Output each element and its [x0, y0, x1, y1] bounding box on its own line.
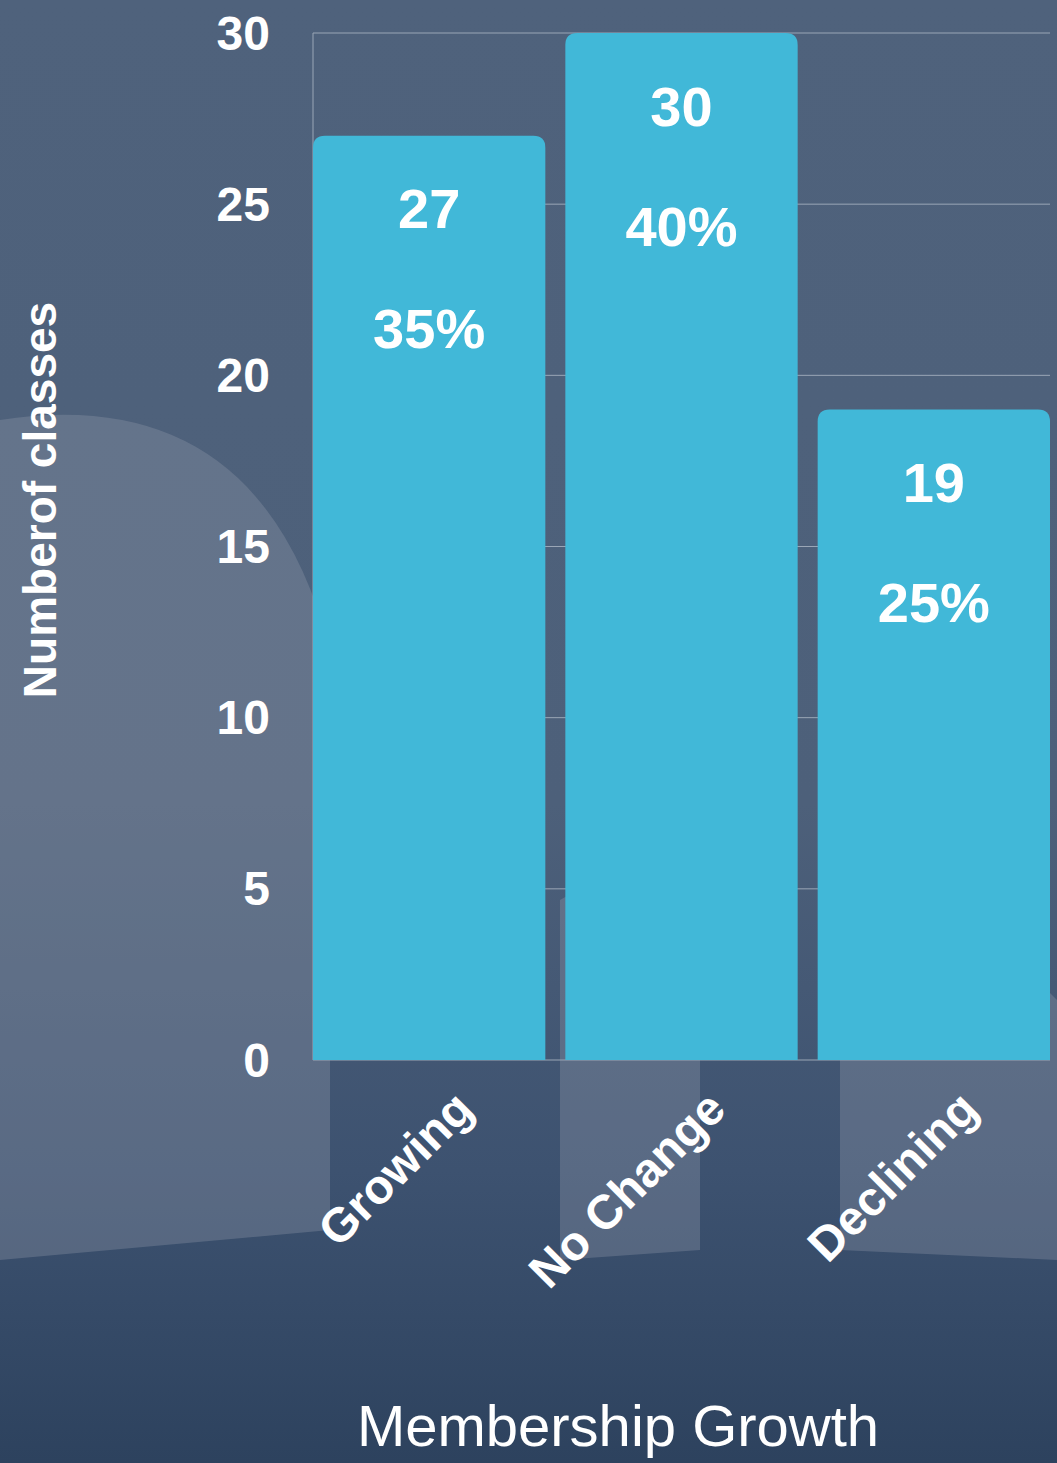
data-label: 27 [398, 177, 460, 240]
grid [313, 33, 1050, 1060]
y-tick-labels: 0 5 10 15 20 25 30 [217, 7, 270, 1087]
data-label: 19 [903, 451, 965, 514]
y-tick-label: 30 [217, 7, 270, 60]
y-tick-label: 0 [243, 1034, 270, 1087]
data-label: 30 [650, 75, 712, 138]
share-label: 35% [373, 297, 485, 360]
y-tick-label: 25 [217, 178, 270, 231]
x-tick-label: Declining [797, 1081, 987, 1271]
bar [565, 33, 797, 1060]
x-tick-label: No Change [519, 1081, 736, 1298]
y-axis-title: Numberof classes [14, 302, 66, 698]
x-axis-title: Membership Growth [357, 1393, 879, 1458]
y-tick-label: 20 [217, 349, 270, 402]
bar [818, 410, 1050, 1060]
y-tick-label: 10 [217, 691, 270, 744]
x-tick-labels: GrowingNo Change Declining [308, 1081, 988, 1298]
chart: 0 5 10 15 20 25 30 27 35% 30 40% 19 25% GrowingNo Cha… [0, 0, 1057, 1463]
background [0, 0, 1057, 1463]
y-tick-label: 5 [243, 862, 270, 915]
share-label: 40% [625, 195, 737, 258]
bars [313, 33, 1050, 1060]
x-tick-label: Growing [308, 1081, 483, 1256]
y-tick-label: 15 [217, 520, 270, 573]
data-labels: 27 35% 30 40% 19 25% [373, 75, 990, 635]
bar [313, 136, 545, 1060]
share-label: 25% [878, 571, 990, 634]
